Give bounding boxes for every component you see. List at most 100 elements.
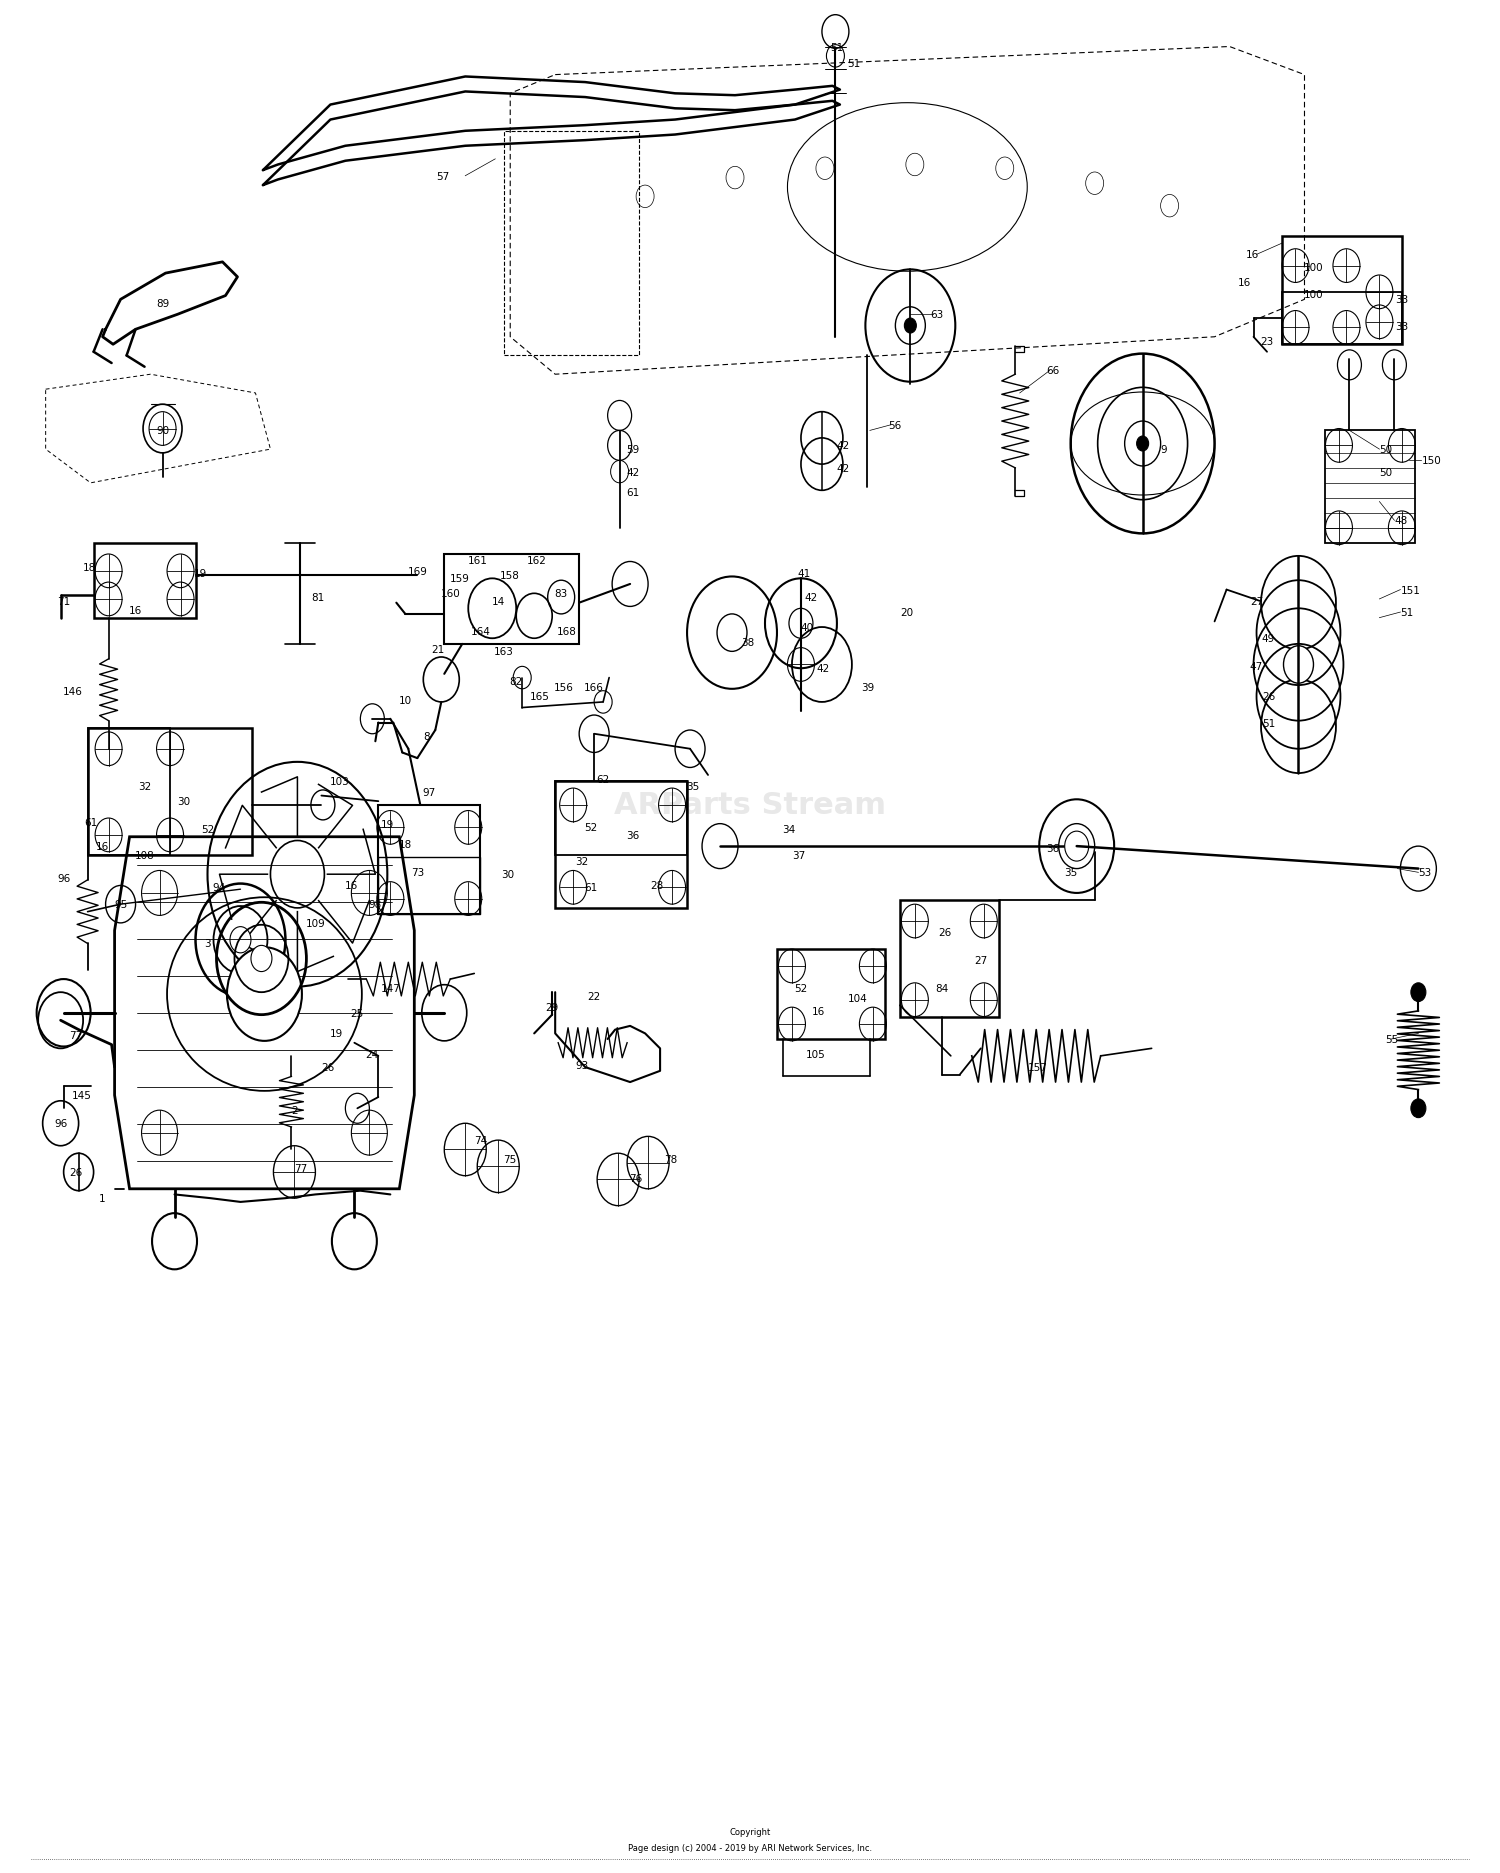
- Text: 3: 3: [204, 938, 212, 950]
- Bar: [1282, 236, 1402, 345]
- Text: 16: 16: [129, 605, 142, 616]
- Text: 56: 56: [888, 421, 902, 431]
- Text: 97: 97: [423, 787, 436, 798]
- Text: 27: 27: [1250, 596, 1263, 607]
- Text: 30: 30: [501, 869, 515, 880]
- Text: 8: 8: [423, 730, 429, 742]
- Text: 104: 104: [847, 993, 868, 1004]
- Text: 98: 98: [369, 899, 382, 910]
- Text: 10: 10: [399, 695, 412, 706]
- Text: 109: 109: [306, 918, 326, 929]
- Text: 33: 33: [1395, 296, 1408, 305]
- Text: 78: 78: [664, 1154, 676, 1165]
- Text: 48: 48: [1395, 515, 1407, 526]
- Text: 105: 105: [806, 1049, 826, 1060]
- Text: 27: 27: [974, 955, 987, 966]
- Bar: [555, 781, 687, 908]
- Circle shape: [1065, 832, 1089, 862]
- Text: 51: 51: [847, 60, 859, 69]
- Text: 100: 100: [1304, 290, 1323, 300]
- Text: 161: 161: [468, 554, 488, 566]
- Bar: [1326, 431, 1416, 543]
- Text: 160: 160: [441, 588, 460, 599]
- Text: 96: 96: [54, 1118, 68, 1129]
- Text: 166: 166: [584, 682, 604, 693]
- Text: 1: 1: [99, 1193, 106, 1204]
- Text: 39: 39: [861, 682, 874, 693]
- Text: 71: 71: [57, 596, 70, 607]
- Bar: [87, 729, 170, 856]
- Text: 19: 19: [194, 568, 207, 579]
- Text: 22: 22: [588, 991, 602, 1002]
- Text: 19: 19: [330, 1028, 344, 1040]
- Text: 94: 94: [213, 882, 226, 893]
- Text: 147: 147: [381, 983, 400, 995]
- Text: 36: 36: [627, 830, 639, 841]
- Circle shape: [904, 318, 916, 333]
- Circle shape: [230, 927, 251, 953]
- Text: 55: 55: [1384, 1034, 1398, 1045]
- Text: 90: 90: [156, 427, 170, 436]
- Text: 2: 2: [291, 1105, 297, 1116]
- Bar: [87, 729, 252, 856]
- Text: 57: 57: [436, 172, 450, 182]
- Text: 96: 96: [57, 873, 70, 884]
- Text: 75: 75: [504, 1154, 518, 1165]
- Text: 150: 150: [1422, 457, 1442, 466]
- Text: 42: 42: [818, 663, 830, 674]
- Text: 52: 52: [201, 824, 214, 835]
- Bar: [504, 131, 639, 356]
- Text: 18: 18: [82, 562, 96, 573]
- Text: 26: 26: [938, 927, 951, 938]
- Text: 40: 40: [801, 622, 813, 633]
- Text: 76: 76: [630, 1172, 642, 1184]
- Bar: [555, 781, 687, 856]
- Text: 16: 16: [813, 1006, 825, 1017]
- Text: 63: 63: [930, 311, 944, 320]
- Text: 159: 159: [450, 573, 470, 584]
- Text: 24: 24: [366, 1049, 380, 1060]
- Text: Page design (c) 2004 - 2019 by ARI Network Services, Inc.: Page design (c) 2004 - 2019 by ARI Netwo…: [628, 1843, 872, 1852]
- Text: 74: 74: [474, 1135, 488, 1146]
- Text: 30: 30: [177, 796, 190, 807]
- Circle shape: [822, 15, 849, 49]
- Text: 77: 77: [294, 1163, 307, 1174]
- Text: 20: 20: [900, 607, 914, 618]
- Text: 36: 36: [1046, 843, 1059, 854]
- Text: 50: 50: [1380, 446, 1392, 455]
- Bar: [444, 554, 579, 644]
- Text: 145: 145: [72, 1090, 92, 1101]
- Text: 32: 32: [576, 856, 590, 867]
- Text: 21: 21: [432, 644, 445, 656]
- Text: 47: 47: [1250, 661, 1263, 672]
- Text: 146: 146: [63, 686, 82, 697]
- Text: 26: 26: [321, 1062, 334, 1073]
- Text: 108: 108: [135, 850, 154, 862]
- Text: 38: 38: [741, 637, 754, 648]
- Text: 34: 34: [783, 824, 795, 835]
- Text: 42: 42: [627, 468, 639, 478]
- Circle shape: [251, 946, 272, 972]
- Text: 49: 49: [1262, 633, 1275, 644]
- Text: 41: 41: [798, 568, 810, 579]
- Text: Copyright: Copyright: [729, 1826, 771, 1836]
- Text: 26: 26: [1262, 691, 1275, 702]
- Circle shape: [608, 401, 631, 431]
- Circle shape: [1137, 436, 1149, 451]
- Text: 51: 51: [1262, 717, 1275, 729]
- Text: 61: 61: [627, 489, 639, 498]
- Circle shape: [1284, 646, 1314, 684]
- Circle shape: [226, 948, 302, 1041]
- Text: 165: 165: [531, 691, 550, 702]
- Text: 28: 28: [651, 880, 663, 892]
- Text: 18: 18: [399, 839, 412, 850]
- Text: 82: 82: [510, 676, 524, 687]
- Text: 151: 151: [1401, 584, 1420, 596]
- Text: 156: 156: [554, 682, 574, 693]
- Text: 16: 16: [1245, 251, 1258, 260]
- Circle shape: [1412, 1099, 1426, 1118]
- Text: 93: 93: [576, 1060, 590, 1071]
- Text: 9: 9: [1161, 446, 1167, 455]
- Bar: [378, 858, 480, 914]
- Text: 66: 66: [1047, 367, 1060, 376]
